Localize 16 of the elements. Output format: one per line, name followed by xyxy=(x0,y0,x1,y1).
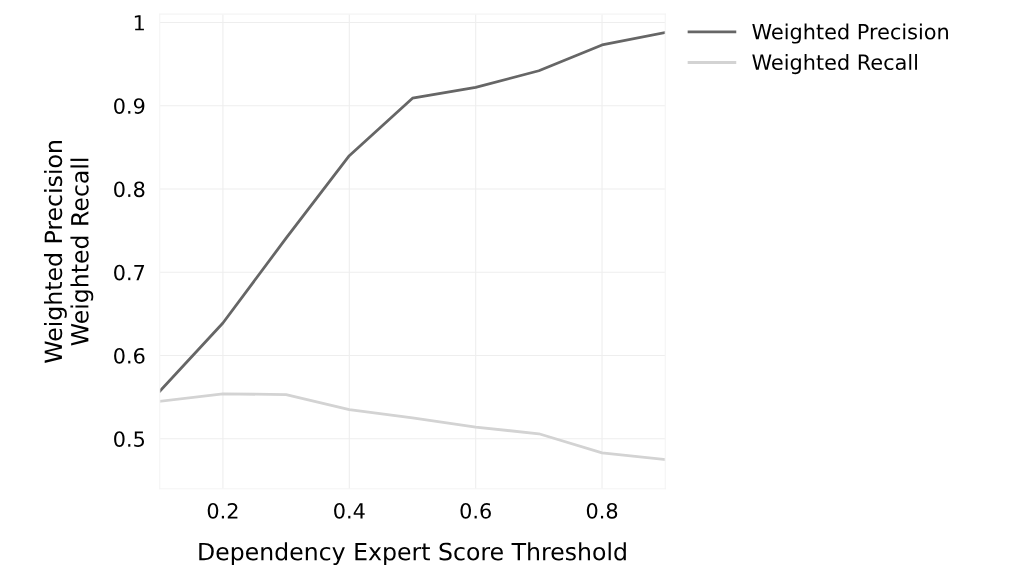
y-tick-label: 0.9 xyxy=(114,98,145,114)
y-tick-label: 0.8 xyxy=(114,181,145,198)
legend-label: Weighted Precision xyxy=(752,23,948,44)
legend-label: Weighted Recall xyxy=(752,53,917,75)
line-series xyxy=(159,31,666,393)
y-tick-label: 0.6 xyxy=(114,347,145,364)
y-axis-title: Weighted Precision Weighted Recall xyxy=(43,141,94,363)
y-tick-label: 0.5 xyxy=(114,431,145,447)
x-tick-label: 0.6 xyxy=(460,502,491,519)
x-axis-title: Dependency Expert Score Threshold xyxy=(199,542,626,565)
x-tick-label: 0.8 xyxy=(586,502,618,519)
x-tick-label: 0.4 xyxy=(334,502,365,519)
x-tick-label: 0.2 xyxy=(207,502,238,519)
y-tick-label: 1 xyxy=(134,15,144,31)
y-tick-label: 0.7 xyxy=(114,264,145,281)
line-series xyxy=(159,392,666,461)
